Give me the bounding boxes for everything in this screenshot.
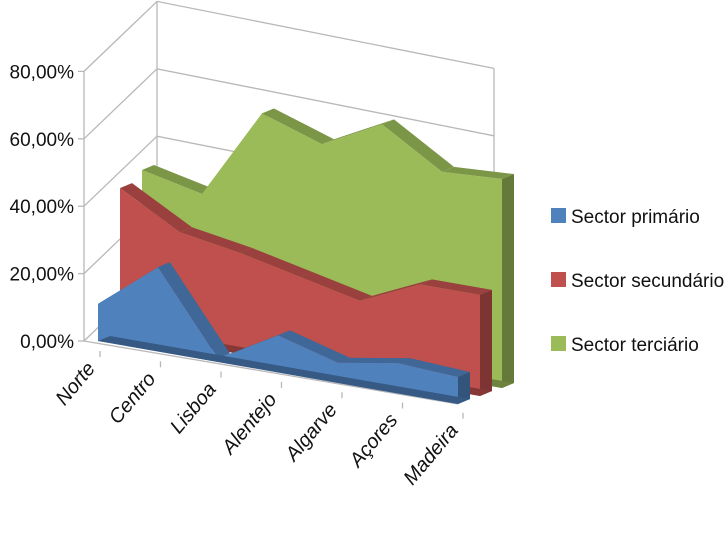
legend-label: Sector terciário [571, 335, 699, 356]
x-tick-label: Lisboa [166, 379, 221, 438]
area-face [98, 267, 458, 404]
x-tick-label: Algarve [281, 399, 342, 466]
area-ribbon-top [262, 108, 334, 145]
legend-swatch [551, 208, 566, 223]
area-ribbon-top [158, 262, 230, 359]
x-tick-label: Norte [52, 358, 100, 410]
y-tick-label: 80,00% [10, 62, 75, 83]
legend-label: Sector primário [571, 207, 700, 228]
area-ribbon-top [398, 358, 470, 378]
floor-edge [83, 340, 459, 405]
y-tick-label: 20,00% [10, 265, 75, 286]
area-ribbon-top [120, 183, 192, 233]
area-floor [98, 336, 470, 404]
gridline [83, 0, 495, 72]
legend-label: Sector secundário [571, 271, 724, 292]
area-ribbon-top [142, 164, 214, 194]
area-ribbon-top [420, 279, 492, 295]
legend-swatch [551, 336, 566, 351]
area-ribbon-top [240, 247, 312, 277]
area-ribbon-top [322, 119, 394, 145]
area-end-cap [480, 289, 492, 396]
gridline [83, 68, 495, 140]
series-layer [98, 108, 514, 404]
y-tick-label: 40,00% [10, 197, 75, 218]
x-tick-label: Madeira [400, 420, 463, 490]
y-axis-ticks: 0,00% 20,00% 40,00% 60,00% 80,00% [10, 62, 84, 353]
x-tick-label: Açores [345, 410, 403, 473]
area-ribbon-top [442, 166, 514, 180]
legend-swatch [551, 272, 566, 287]
area-ribbon-top [338, 357, 410, 364]
area-ribbon-top [300, 271, 372, 301]
x-tick-label: Centro [105, 368, 160, 428]
y-tick-label: 0,00% [20, 332, 74, 353]
series-group [98, 262, 470, 404]
area-ribbon-top [360, 279, 432, 301]
area-ribbon-top [278, 330, 350, 363]
area-end-cap [458, 372, 470, 404]
legend: Sector primário Sector secundário Sector t… [551, 207, 724, 356]
area-ribbon-top [382, 119, 454, 172]
y-tick-label: 60,00% [10, 130, 75, 151]
area-end-cap [502, 174, 514, 388]
area-ribbon-top [180, 227, 252, 253]
x-tick-label: Alentejo [217, 389, 281, 459]
area-ribbon-top [218, 330, 290, 359]
